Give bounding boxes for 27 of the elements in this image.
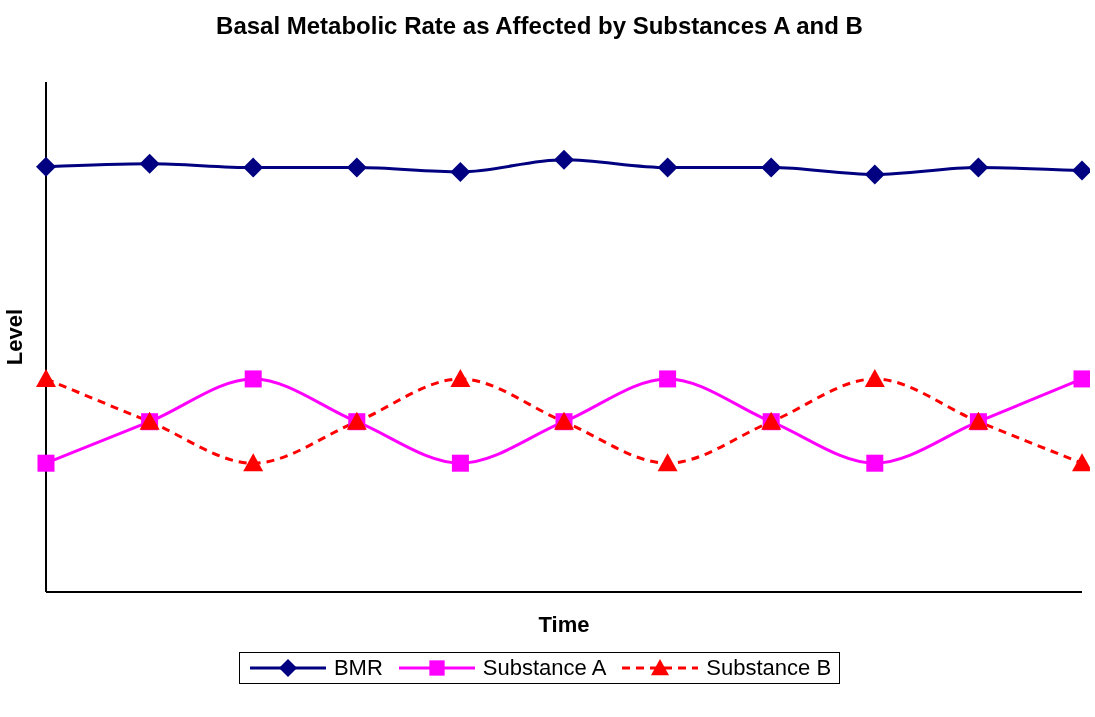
point [864,164,885,185]
point [36,156,56,177]
point [657,157,678,178]
point [243,453,264,472]
point [36,368,56,387]
point [968,157,989,178]
point [554,149,574,170]
point [450,368,471,387]
point [866,454,884,472]
legend-label: Substance B [706,655,832,681]
point [346,157,367,178]
point [864,368,885,387]
y-axis-title: Level [1,308,27,366]
legend-label: Substance A [482,655,607,681]
legend-label: BMR [333,655,383,681]
x-axis-title: Time [538,612,590,637]
point [244,370,262,388]
point [243,157,264,178]
point [1073,370,1090,388]
point [761,157,782,178]
point [450,161,471,182]
point [139,153,160,174]
point [659,370,677,388]
point [657,453,678,472]
chart-title: Basal Metabolic Rate as Affected by Substances A and B [215,12,864,41]
point [37,454,55,472]
point [451,454,469,472]
